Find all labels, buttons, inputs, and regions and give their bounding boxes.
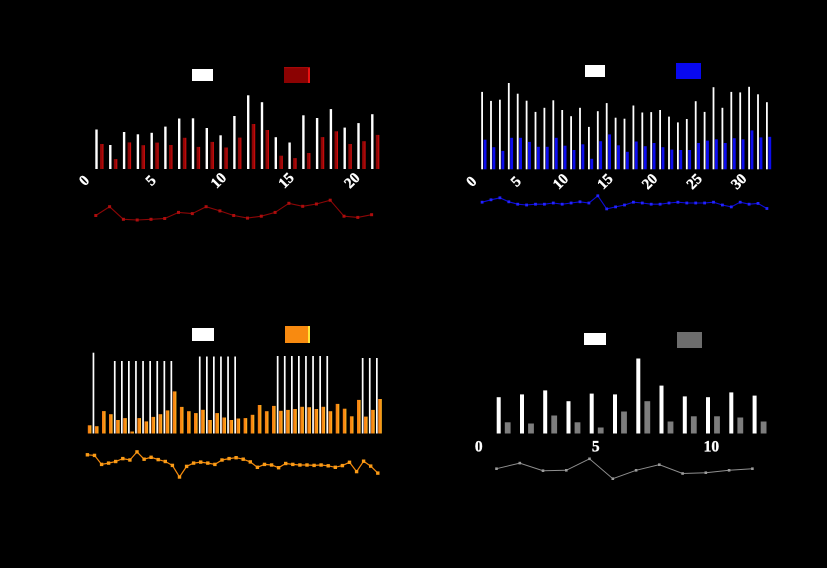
svg-text:5: 5 xyxy=(592,439,600,456)
svg-text:0: 0 xyxy=(475,439,483,456)
svg-text:10: 10 xyxy=(704,439,720,456)
